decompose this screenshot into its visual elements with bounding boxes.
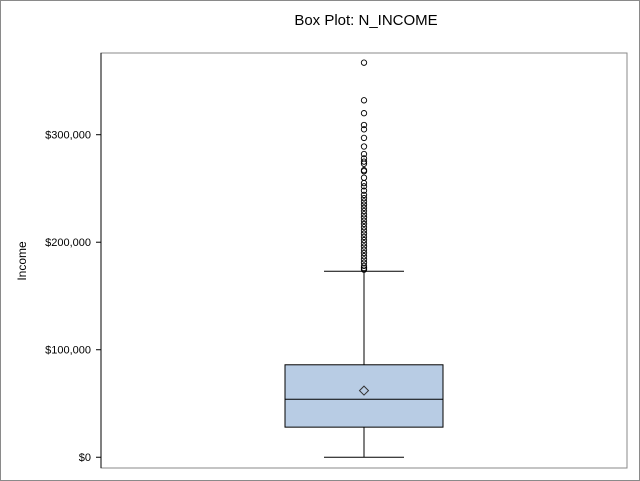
outlier-point — [360, 126, 368, 133]
y-tick-label: $300,000 — [45, 130, 91, 142]
y-tick-label: $0 — [79, 452, 91, 464]
outlier-point — [360, 183, 368, 190]
outlier-point — [360, 224, 368, 231]
outlier-point — [360, 217, 368, 224]
outlier-point — [360, 134, 368, 142]
outlier-point — [360, 110, 368, 117]
outlier-point — [360, 160, 368, 167]
y-axis-ticks: $0 $100,000 $200,000 $300,000 — [45, 130, 101, 464]
outlier-point — [360, 97, 368, 104]
outlier-point — [360, 204, 368, 211]
outlier-point — [360, 150, 368, 158]
outlier-point — [360, 207, 368, 215]
outlier-point — [360, 168, 368, 175]
outlier-point — [360, 174, 368, 181]
outlier-point — [360, 230, 368, 237]
outlier-point — [360, 227, 368, 234]
outlier-point — [360, 214, 368, 221]
outlier-point — [360, 201, 368, 208]
outlier-point — [360, 198, 368, 205]
outlier-point — [360, 256, 368, 263]
outlier-point — [360, 243, 368, 250]
y-tick-label: $200,000 — [45, 237, 91, 249]
y-tick-label: $100,000 — [45, 345, 91, 357]
outlier-point — [360, 143, 368, 150]
outlier-point — [360, 246, 368, 253]
outlier-point — [360, 158, 368, 165]
interquartile-box — [284, 364, 444, 428]
outlier-point — [360, 236, 368, 244]
outlier-point — [360, 233, 368, 240]
mean-marker — [358, 385, 370, 396]
outlier-point — [360, 220, 368, 228]
outlier-point — [360, 121, 368, 129]
outlier-point — [360, 187, 368, 194]
outlier-point — [360, 191, 368, 199]
outlier-point — [360, 179, 368, 187]
outlier-point — [360, 266, 368, 273]
chart-title: Box Plot: N_INCOME — [294, 12, 437, 29]
outlier-point — [360, 253, 368, 260]
outlier-point — [360, 240, 368, 247]
box-plot-series — [284, 59, 444, 458]
y-axis-label: Income — [15, 241, 29, 281]
outlier-point — [360, 249, 368, 257]
outlier-point — [360, 211, 368, 218]
outlier-point — [360, 59, 368, 66]
outlier-point — [360, 194, 368, 202]
outlier-point — [360, 262, 368, 270]
